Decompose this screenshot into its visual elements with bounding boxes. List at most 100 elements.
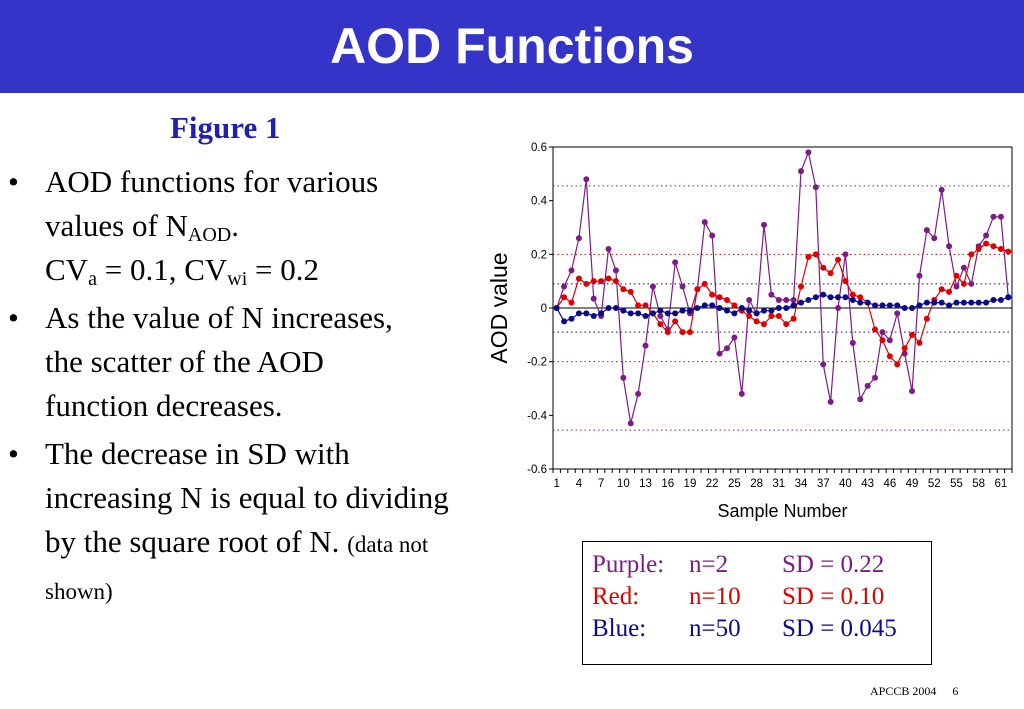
bullet-item-3: The decrease in SD with increasing N is … <box>8 432 455 614</box>
x-tick-label: 7 <box>598 478 604 490</box>
data-point-red <box>953 272 960 279</box>
data-point-purple <box>827 398 834 405</box>
bullet-item-2: As the value of N increases, the scatter… <box>8 296 425 428</box>
data-point-purple <box>790 296 797 303</box>
data-point-blue <box>864 299 871 306</box>
bullet-1-line3-mid: = 0.1, CV <box>96 252 228 287</box>
bullet-item-1: AOD functions for various values of NAOD… <box>8 160 478 292</box>
bullet-3-text: The decrease in SD with increasing N is … <box>45 436 449 559</box>
data-point-red <box>561 294 568 301</box>
data-point-red <box>627 288 634 295</box>
y-tick-label: -0.4 <box>527 410 547 422</box>
data-point-blue <box>946 302 953 309</box>
data-point-red <box>664 329 671 336</box>
legend-red-n: n=10 <box>689 583 741 610</box>
aod-chart: 0.6 0.4 0.2 0 -0.2 -0.4 -0.6 1 4 7 10 13 16 19 22 25 28 3… <box>486 142 1013 521</box>
legend-row-red: Red: n=10 SD = 0.10 <box>583 581 931 613</box>
data-point-red <box>849 291 856 298</box>
x-tick-label: 52 <box>928 478 941 490</box>
legend-row-purple: Purple: n=2 SD = 0.22 <box>583 549 931 581</box>
data-point-purple <box>798 168 805 175</box>
bullet-1-line1: AOD functions for various <box>45 164 379 199</box>
legend-box: Purple: n=2 SD = 0.22 Red: n=10 SD = 0.1… <box>582 541 932 665</box>
data-point-purple <box>627 420 634 427</box>
data-point-blue <box>709 302 716 309</box>
data-point-blue <box>746 307 753 314</box>
data-point-blue <box>753 310 760 317</box>
data-point-red <box>672 318 679 325</box>
data-point-blue <box>716 305 723 311</box>
data-point-red <box>679 329 686 336</box>
data-point-purple <box>812 184 819 191</box>
legend-red-sd: SD = 0.10 <box>782 583 885 610</box>
data-point-blue <box>561 318 568 325</box>
data-point-red <box>923 315 930 322</box>
data-point-red <box>701 280 708 287</box>
slide-footer: APCCB 2004 6 <box>870 684 958 699</box>
slide-title: AOD Functions <box>330 18 694 74</box>
data-point-red <box>575 275 582 282</box>
data-point-purple <box>738 390 745 397</box>
data-point-purple <box>923 227 930 234</box>
data-point-purple <box>849 339 856 346</box>
bullet-2-text: As the value of N increases, the scatter… <box>45 300 393 423</box>
data-point-blue <box>783 305 790 311</box>
x-tick-label: 22 <box>706 478 719 490</box>
data-point-blue <box>775 305 782 311</box>
data-point-purple <box>983 232 990 239</box>
legend-blue-label: Blue: <box>592 615 647 642</box>
data-point-purple <box>968 280 975 287</box>
data-point-red <box>694 286 701 293</box>
data-point-blue <box>612 305 619 311</box>
data-point-red <box>620 286 627 293</box>
data-point-blue <box>968 299 975 306</box>
data-point-blue <box>931 299 938 306</box>
bullet-1-line3-b-sub: wi <box>227 268 248 290</box>
data-point-blue <box>723 307 730 314</box>
legend-blue-sd: SD = 0.045 <box>782 615 897 642</box>
data-point-purple <box>909 388 916 395</box>
data-point-red <box>894 361 901 368</box>
legend-purple-sd: SD = 0.22 <box>782 551 885 578</box>
data-point-blue <box>909 305 916 311</box>
x-tick-label: 55 <box>950 478 963 490</box>
data-point-purple <box>879 329 886 336</box>
figure-label: Figure 1 <box>170 110 281 145</box>
x-tick-label: 34 <box>795 478 808 490</box>
data-point-blue <box>575 310 582 317</box>
data-point-purple <box>894 310 901 317</box>
data-point-red <box>916 339 923 346</box>
data-point-purple <box>649 283 656 290</box>
data-point-purple <box>783 296 790 303</box>
data-point-purple <box>672 259 679 266</box>
data-point-blue <box>923 299 930 306</box>
x-tick-label: 58 <box>972 478 985 490</box>
data-point-purple <box>960 264 967 271</box>
data-point-purple <box>561 283 568 290</box>
x-tick-label: 19 <box>684 478 697 490</box>
data-point-purple <box>990 213 997 220</box>
data-point-blue <box>812 294 819 301</box>
data-point-red <box>886 353 893 360</box>
data-point-blue <box>990 296 997 303</box>
data-point-red <box>901 345 908 352</box>
data-point-blue <box>694 305 701 311</box>
data-point-red <box>1005 248 1012 255</box>
data-point-purple <box>723 345 730 352</box>
y-tick-label: -0.2 <box>527 357 547 369</box>
data-point-red <box>598 278 605 285</box>
data-point-purple <box>872 374 879 381</box>
data-point-purple <box>805 149 812 156</box>
data-point-purple <box>997 213 1004 220</box>
data-point-red <box>960 280 967 287</box>
bullet-list: AOD functions for various values of NAOD… <box>8 160 478 618</box>
data-point-purple <box>760 221 767 228</box>
data-point-purple <box>820 361 827 368</box>
y-tick-label: -0.6 <box>527 464 547 476</box>
data-point-blue <box>849 296 856 303</box>
data-point-blue <box>731 310 738 317</box>
footer-text: APCCB 2004 <box>870 684 937 698</box>
data-point-red <box>723 296 730 303</box>
data-point-red <box>768 313 775 320</box>
legend-purple-label: Purple: <box>592 551 665 578</box>
